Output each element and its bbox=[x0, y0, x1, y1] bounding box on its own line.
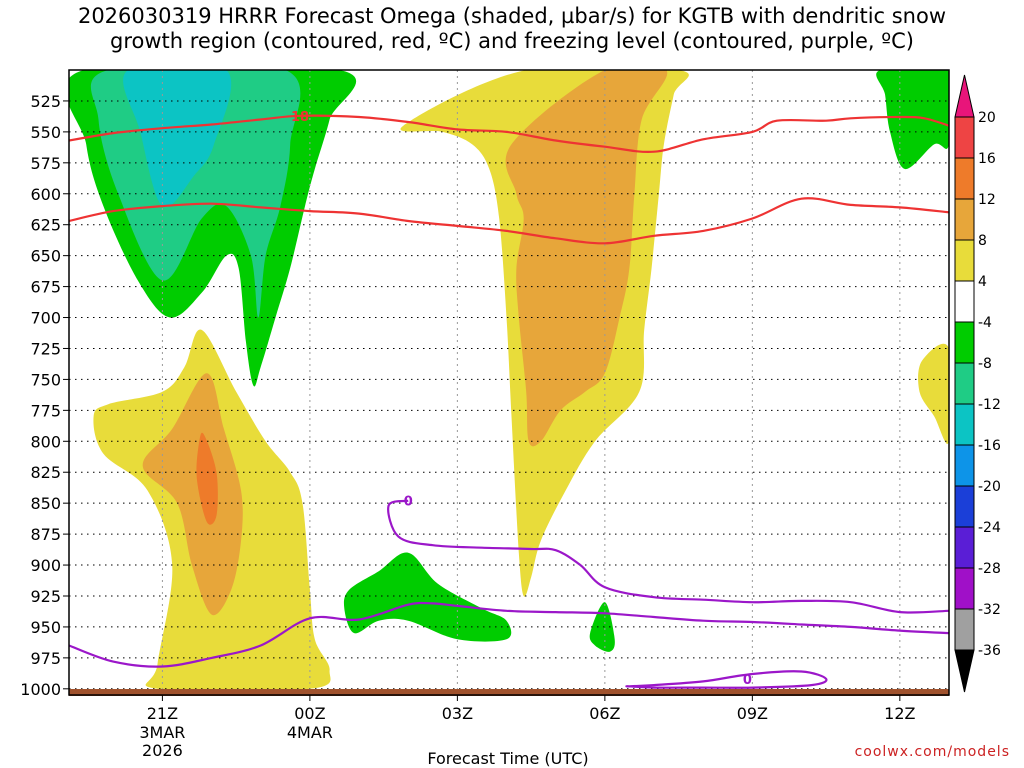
colorbar-label: -24 bbox=[978, 520, 1001, 536]
colorbar-band bbox=[954, 157, 975, 200]
y-tick-label: 525 bbox=[30, 92, 61, 111]
y-tick-label: 575 bbox=[30, 154, 61, 173]
y-tick-label: 750 bbox=[30, 370, 61, 389]
y-tick-label: 650 bbox=[30, 247, 61, 266]
x-axis-label: Forecast Time (UTC) bbox=[427, 749, 588, 768]
x-tick-label: 12Z bbox=[884, 704, 915, 723]
y-tick-label: 850 bbox=[30, 494, 61, 513]
colorbar-label: -12 bbox=[978, 397, 1001, 413]
dendritic-lower-line bbox=[69, 197, 949, 245]
freezing-level-low-line bbox=[625, 670, 828, 689]
colorbar-label: 8 bbox=[978, 233, 987, 249]
x-tick-label: 00Z bbox=[294, 704, 325, 723]
colorbar-label: 12 bbox=[978, 192, 996, 208]
small-ascent-cell bbox=[589, 602, 615, 652]
y-tick-label: 625 bbox=[30, 216, 61, 235]
mid-ascent-region bbox=[343, 552, 512, 642]
y-axis: 525 550 575 600 625 650 675 700 725 750 775 800 825 8… bbox=[20, 92, 69, 699]
colorbar-band bbox=[954, 321, 975, 364]
colorbar-band bbox=[954, 567, 975, 610]
colorbar-label: 4 bbox=[978, 274, 987, 290]
colorbar-band bbox=[954, 280, 975, 323]
colorbar-band bbox=[954, 116, 975, 159]
y-tick-label: 675 bbox=[30, 278, 61, 297]
lower-descent-max bbox=[196, 432, 218, 525]
colorbar-label: -16 bbox=[978, 438, 1001, 454]
y-tick-label: 975 bbox=[30, 649, 61, 668]
x-tick-date: 3MAR bbox=[139, 723, 185, 742]
y-tick-label: 550 bbox=[30, 123, 61, 142]
colorbar-bottom-arrow bbox=[954, 649, 975, 693]
colorbar-label: -32 bbox=[978, 602, 1001, 618]
freezing-level-main-line bbox=[69, 601, 949, 668]
lower-descent-core bbox=[142, 373, 243, 616]
colorbar-band bbox=[954, 403, 975, 446]
source-credit: coolwx.com/models bbox=[854, 744, 1010, 760]
y-tick-label: 875 bbox=[30, 525, 61, 544]
colorbar-band bbox=[954, 198, 975, 241]
y-tick-label: 600 bbox=[30, 185, 61, 204]
colorbar-band bbox=[954, 526, 975, 569]
colorbar: 20 16 12 8 4 -4 -8 -12 -16 -20 -24 -28 -32 -36 bbox=[954, 74, 1001, 693]
colorbar-band bbox=[954, 239, 975, 282]
upper-ascent-max bbox=[123, 70, 232, 208]
colorbar-label: -20 bbox=[978, 479, 1001, 495]
colorbar-label: 20 bbox=[978, 110, 996, 126]
y-tick-label: 725 bbox=[30, 339, 61, 358]
colorbar-top-arrow bbox=[954, 74, 975, 118]
x-tick-label: 21Z bbox=[147, 704, 178, 723]
colorbar-label: -8 bbox=[978, 356, 992, 372]
chart-title: 2026030319 HRRR Forecast Omega (shaded, … bbox=[77, 4, 947, 53]
terrain-bar bbox=[69, 689, 949, 696]
y-tick-label: 900 bbox=[30, 556, 61, 575]
y-tick-label: 1000 bbox=[20, 680, 61, 699]
contour-layer bbox=[69, 114, 949, 689]
late-descent-core bbox=[505, 70, 668, 447]
y-tick-label: 825 bbox=[30, 463, 61, 482]
x-tick-year: 2026 bbox=[142, 741, 183, 760]
right-edge-descent bbox=[918, 343, 949, 444]
colorbar-band bbox=[954, 444, 975, 487]
x-tick-label: 06Z bbox=[589, 704, 620, 723]
y-tick-label: 700 bbox=[30, 309, 61, 328]
colorbar-label: -28 bbox=[978, 561, 1001, 577]
freezing-level-loop-label: 0 bbox=[404, 495, 413, 510]
plot-frame bbox=[68, 69, 950, 696]
right-edge-ascent bbox=[876, 70, 949, 170]
freezing-level-loop-line bbox=[387, 499, 949, 614]
y-tick-label: 950 bbox=[30, 618, 61, 637]
freezing-level-low-label: 0 bbox=[743, 673, 752, 688]
dendritic-upper-label: 18 bbox=[291, 110, 309, 125]
omega-shading-layer bbox=[69, 70, 949, 692]
colorbar-band bbox=[954, 362, 975, 405]
colorbar-label: -4 bbox=[978, 315, 992, 331]
y-tick-label: 800 bbox=[30, 432, 61, 451]
colorbar-label: -36 bbox=[978, 643, 1001, 659]
dendritic-upper-line bbox=[69, 114, 949, 154]
colorbar-band bbox=[954, 485, 975, 528]
y-tick-label: 925 bbox=[30, 587, 61, 606]
colorbar-label: 16 bbox=[978, 151, 996, 167]
x-tick-label: 09Z bbox=[737, 704, 768, 723]
grid-lines bbox=[69, 70, 949, 695]
x-tick-label: 03Z bbox=[442, 704, 473, 723]
x-tick-date: 4MAR bbox=[287, 723, 333, 742]
colorbar-band bbox=[954, 608, 975, 651]
y-tick-label: 775 bbox=[30, 401, 61, 420]
